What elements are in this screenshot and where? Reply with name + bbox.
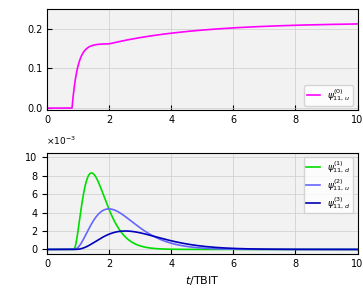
Text: $\times10^{-3}$: $\times10^{-3}$ (46, 134, 76, 147)
Legend: $\psi_{11,u}^{(0)}$: $\psi_{11,u}^{(0)}$ (304, 85, 353, 106)
X-axis label: $t$/TBIT: $t$/TBIT (185, 274, 220, 287)
Legend: $\psi_{11,d}^{(1)}$, $\psi_{11,u}^{(2)}$, $\psi_{11,d}^{(3)}$: $\psi_{11,d}^{(1)}$, $\psi_{11,u}^{(2)}$… (303, 157, 353, 213)
